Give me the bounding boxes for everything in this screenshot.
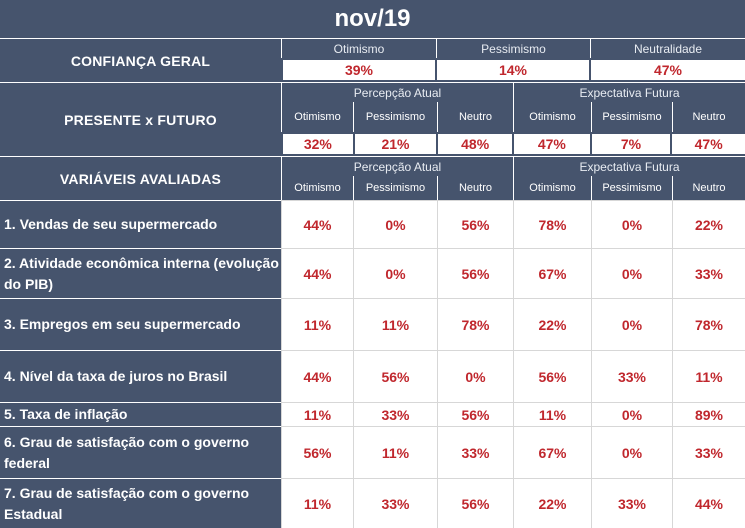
presente-value-pessimismo-atual: 21% — [354, 134, 437, 154]
presente-sub-pessimismo-futura: Pessimismo — [591, 102, 672, 132]
confianca-section: CONFIANÇA GERAL Otimismo Pessimismo Neut… — [0, 38, 745, 82]
presente-group-expectativa: Expectativa Futura — [513, 82, 745, 102]
variaveis-sub-pessimismo-futura: Pessimismo — [591, 176, 672, 200]
row-value: 22% — [513, 298, 591, 350]
table-row: 7. Grau de satisfação com o governo Esta… — [0, 478, 745, 528]
row-value: 0% — [591, 402, 672, 426]
row-label: 3. Empregos em seu supermercado — [0, 298, 281, 350]
row-value: 78% — [513, 200, 591, 248]
row-value: 22% — [672, 200, 745, 248]
presente-sub-otimismo-futura: Otimismo — [513, 102, 591, 132]
row-label: 7. Grau de satisfação com o governo Esta… — [0, 478, 281, 528]
row-label: 6. Grau de satisfação com o governo fede… — [0, 426, 281, 478]
presente-value-neutro-atual: 48% — [438, 134, 512, 154]
row-label: 2. Atividade econômica interna (evolução… — [0, 248, 281, 298]
row-value: 56% — [353, 350, 437, 402]
table-row: 5. Taxa de inflação 11% 33% 56% 11% 0% 8… — [0, 402, 745, 426]
row-value: 33% — [672, 426, 745, 478]
variaveis-header: VARIÁVEIS AVALIADAS Percepção Atual Expe… — [0, 156, 745, 200]
row-value: 56% — [437, 478, 513, 528]
variaveis-label: VARIÁVEIS AVALIADAS — [0, 156, 281, 200]
row-label: 5. Taxa de inflação — [0, 402, 281, 426]
row-value: 11% — [672, 350, 745, 402]
row-value: 11% — [353, 426, 437, 478]
confianca-label: CONFIANÇA GERAL — [0, 38, 281, 82]
variaveis-sub-pessimismo-atual: Pessimismo — [353, 176, 437, 200]
row-value: 0% — [591, 426, 672, 478]
table-row: 2. Atividade econômica interna (evolução… — [0, 248, 745, 298]
presente-value-pessimismo-futura: 7% — [591, 134, 671, 154]
row-value: 0% — [591, 298, 672, 350]
presente-sub-pessimismo-atual: Pessimismo — [353, 102, 437, 132]
confianca-header-otimismo: Otimismo — [281, 38, 436, 58]
row-value: 0% — [353, 200, 437, 248]
row-value: 56% — [437, 248, 513, 298]
row-value: 56% — [437, 402, 513, 426]
presente-value-neutro-futura: 47% — [672, 134, 745, 154]
row-value: 78% — [437, 298, 513, 350]
confianca-header-neutralidade: Neutralidade — [590, 38, 745, 58]
row-value: 33% — [672, 248, 745, 298]
row-value: 78% — [672, 298, 745, 350]
row-value: 33% — [591, 350, 672, 402]
row-value: 44% — [281, 200, 353, 248]
variaveis-sub-otimismo-futura: Otimismo — [513, 176, 591, 200]
row-value: 56% — [437, 200, 513, 248]
variaveis-group-expectativa: Expectativa Futura — [513, 156, 745, 176]
row-value: 56% — [281, 426, 353, 478]
presente-label: PRESENTE x FUTURO — [0, 82, 281, 156]
row-value: 0% — [591, 248, 672, 298]
confianca-value-neutralidade: 47% — [591, 60, 745, 80]
row-value: 44% — [281, 350, 353, 402]
table-row: 6. Grau de satisfação com o governo fede… — [0, 426, 745, 478]
row-value: 67% — [513, 248, 591, 298]
row-value: 0% — [353, 248, 437, 298]
row-label: 1. Vendas de seu supermercado — [0, 200, 281, 248]
row-value: 67% — [513, 426, 591, 478]
page-title: nov/19 — [0, 0, 745, 38]
row-value: 22% — [513, 478, 591, 528]
presente-section: PRESENTE x FUTURO Percepção Atual Expect… — [0, 82, 745, 156]
presente-value-otimismo-futura: 47% — [514, 134, 590, 154]
table-row: 1. Vendas de seu supermercado 44% 0% 56%… — [0, 200, 745, 248]
row-label: 4. Nível da taxa de juros no Brasil — [0, 350, 281, 402]
row-value: 89% — [672, 402, 745, 426]
presente-sub-otimismo-atual: Otimismo — [281, 102, 353, 132]
table-row: 4. Nível da taxa de juros no Brasil 44% … — [0, 350, 745, 402]
presente-sub-neutro-atual: Neutro — [437, 102, 513, 132]
row-value: 56% — [513, 350, 591, 402]
variaveis-sub-neutro-atual: Neutro — [437, 176, 513, 200]
presente-group-percepcao: Percepção Atual — [281, 82, 513, 102]
row-value: 0% — [437, 350, 513, 402]
variaveis-sub-neutro-futura: Neutro — [672, 176, 745, 200]
confianca-value-otimismo: 39% — [283, 60, 435, 80]
row-value: 44% — [672, 478, 745, 528]
row-value: 33% — [353, 402, 437, 426]
row-value: 33% — [591, 478, 672, 528]
row-value: 11% — [281, 478, 353, 528]
row-value: 0% — [591, 200, 672, 248]
row-value: 11% — [353, 298, 437, 350]
row-value: 44% — [281, 248, 353, 298]
row-value: 11% — [513, 402, 591, 426]
variaveis-sub-otimismo-atual: Otimismo — [281, 176, 353, 200]
presente-value-otimismo-atual: 32% — [283, 134, 353, 154]
confianca-header-pessimismo: Pessimismo — [436, 38, 590, 58]
presente-sub-neutro-futura: Neutro — [672, 102, 745, 132]
table-row: 3. Empregos em seu supermercado 11% 11% … — [0, 298, 745, 350]
row-value: 11% — [281, 298, 353, 350]
confianca-value-pessimismo: 14% — [437, 60, 589, 80]
variaveis-group-percepcao: Percepção Atual — [281, 156, 513, 176]
row-value: 11% — [281, 402, 353, 426]
row-value: 33% — [437, 426, 513, 478]
row-value: 33% — [353, 478, 437, 528]
